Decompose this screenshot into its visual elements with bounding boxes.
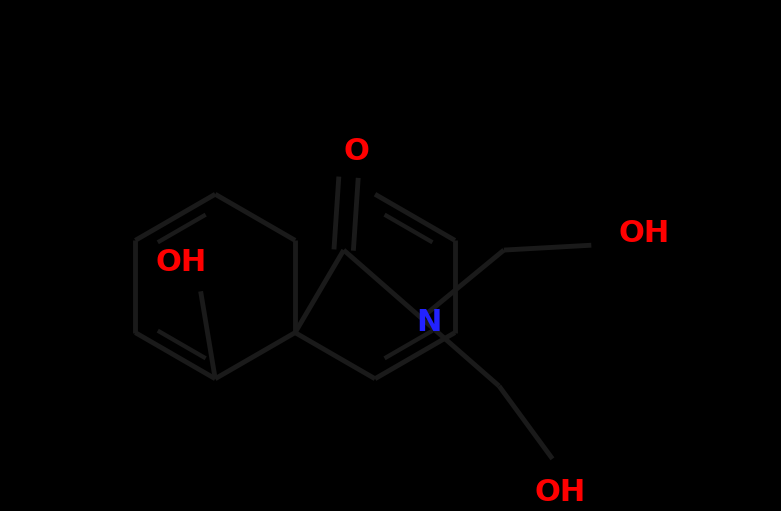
Text: O: O (344, 136, 369, 166)
Text: OH: OH (535, 478, 586, 507)
Text: N: N (416, 309, 442, 337)
Text: OH: OH (155, 248, 207, 277)
Text: OH: OH (619, 219, 670, 248)
